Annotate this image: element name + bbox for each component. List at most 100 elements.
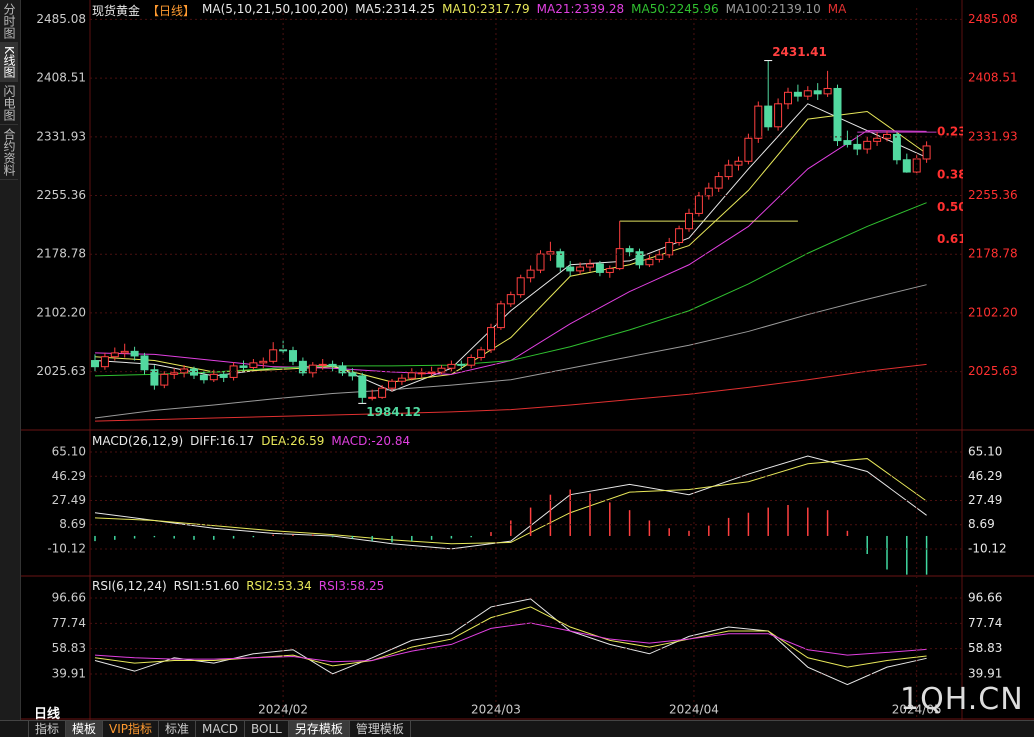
candle-body — [239, 365, 248, 368]
x-tick-label: 2024/04 — [669, 703, 719, 717]
y-tick-label: 2025.63 — [36, 364, 86, 378]
y-tick-label: 65.10 — [52, 444, 86, 458]
candle-body — [457, 363, 466, 366]
y-tick-label: 2102.20 — [968, 305, 1018, 319]
candle-body — [427, 371, 436, 374]
candle-body — [526, 269, 535, 279]
indicator-line — [94, 606, 927, 668]
candle-body — [487, 327, 495, 351]
candle-body — [516, 277, 525, 296]
y-tick-label: 2178.78 — [968, 247, 1018, 261]
panel-header: RSI(6,12,24) RSI1:51.60 RSI2:53.34 RSI3:58.… — [92, 579, 384, 593]
bottom-tab[interactable]: BOLL — [245, 721, 289, 737]
candle-body — [922, 145, 931, 160]
indicator-line — [94, 363, 927, 422]
candle-body — [298, 360, 307, 374]
fib-label: 0.236 — [937, 125, 975, 139]
candle-body — [199, 374, 208, 381]
min-label: 1984.12 — [366, 405, 421, 419]
candle-body — [407, 372, 416, 379]
candle-body — [328, 363, 337, 367]
y-tick-label: 27.49 — [968, 493, 1002, 507]
candle-body — [892, 133, 901, 161]
candle-body — [388, 380, 396, 389]
candle-body — [91, 360, 99, 368]
candle-body — [378, 387, 387, 398]
candle-body — [566, 266, 575, 272]
indicator-line — [94, 103, 927, 392]
legend-entry: MA5:2314.25 — [355, 2, 436, 16]
candle-body — [873, 137, 882, 142]
y-tick-label: 46.29 — [52, 469, 86, 483]
bottom-tab[interactable]: 指标 — [29, 721, 67, 737]
legend-entry: MACD:-20.84 — [331, 434, 411, 448]
y-tick-label: 2331.93 — [968, 129, 1018, 143]
candle-body — [576, 266, 585, 272]
fib-label: 0.500 — [937, 200, 975, 214]
y-tick-label: 77.74 — [52, 616, 86, 630]
legend-entry: MA21:2339.28 — [536, 2, 625, 16]
bottom-tab[interactable]: 管理模板 — [350, 721, 411, 737]
candle-body — [784, 91, 792, 105]
bottom-tab[interactable]: 另存模板 — [288, 721, 350, 737]
legend-entry: MA10:2317.79 — [442, 2, 530, 16]
indicator-line — [94, 110, 927, 383]
candle-body — [803, 90, 812, 97]
candle-body — [417, 372, 426, 375]
y-tick-label: 2485.08 — [968, 12, 1018, 26]
candle-body — [645, 258, 654, 266]
panel-title: 现货黄金 — [92, 4, 141, 18]
candle-body — [655, 254, 664, 260]
indicator-line — [94, 458, 927, 545]
candle-body — [477, 349, 486, 358]
candle-body — [348, 372, 357, 377]
bottom-tab[interactable]: 模板 — [66, 721, 104, 737]
period-label[interactable]: 日线 — [34, 707, 61, 722]
bottom-tab[interactable]: 标准 — [159, 721, 197, 737]
candle-body — [843, 140, 852, 145]
candle-body — [546, 251, 555, 255]
y-tick-label: -10.12 — [47, 542, 86, 556]
y-tick-label: 8.69 — [968, 517, 995, 531]
y-tick-label: 39.91 — [968, 666, 1002, 680]
candle-body — [675, 228, 684, 244]
candle-body — [615, 248, 624, 270]
candle-body — [289, 350, 297, 362]
candle-body — [338, 365, 347, 374]
candle-body — [912, 158, 921, 173]
bottom-tab[interactable]: VIP指标 — [103, 721, 160, 737]
period: 【日线】 — [147, 4, 196, 18]
candle-body — [595, 263, 604, 273]
y-tick-label: 2408.51 — [968, 71, 1018, 85]
sidebar-tab[interactable]: K线图 — [0, 43, 18, 82]
candle-body — [447, 363, 456, 369]
candle-body — [170, 372, 179, 375]
sidebar-tab[interactable]: 合约资料 — [0, 125, 18, 180]
candle-body — [556, 251, 565, 268]
candle-body — [160, 373, 169, 386]
sidebar: 分时图 K线图 闪电图 合约资料 — [0, 0, 21, 720]
candle-body — [793, 91, 802, 97]
legend-entry: DEA:26.59 — [261, 434, 325, 448]
indicator-line — [94, 284, 927, 419]
candle-body — [209, 373, 218, 381]
sidebar-tab[interactable]: 闪电图 — [0, 82, 18, 125]
candle-body — [100, 356, 109, 368]
candle-body — [813, 90, 822, 95]
sidebar-tab[interactable]: 分时图 — [0, 0, 18, 43]
y-tick-label: 96.66 — [968, 591, 1002, 605]
candle-body — [506, 294, 515, 305]
y-tick-label: 2255.36 — [36, 188, 86, 202]
candle-body — [150, 369, 159, 386]
candle-body — [694, 195, 703, 214]
indicator-line — [94, 455, 927, 550]
y-tick-label: 77.74 — [968, 616, 1002, 630]
bottom-tab[interactable]: MACD — [196, 721, 246, 737]
candle-body — [140, 355, 149, 371]
candle-body — [308, 364, 317, 374]
candle-body — [358, 375, 367, 398]
panel-title: RSI(6,12,24) — [92, 579, 167, 593]
spacer — [0, 721, 29, 737]
x-tick-label: 2024/05 — [892, 703, 942, 717]
